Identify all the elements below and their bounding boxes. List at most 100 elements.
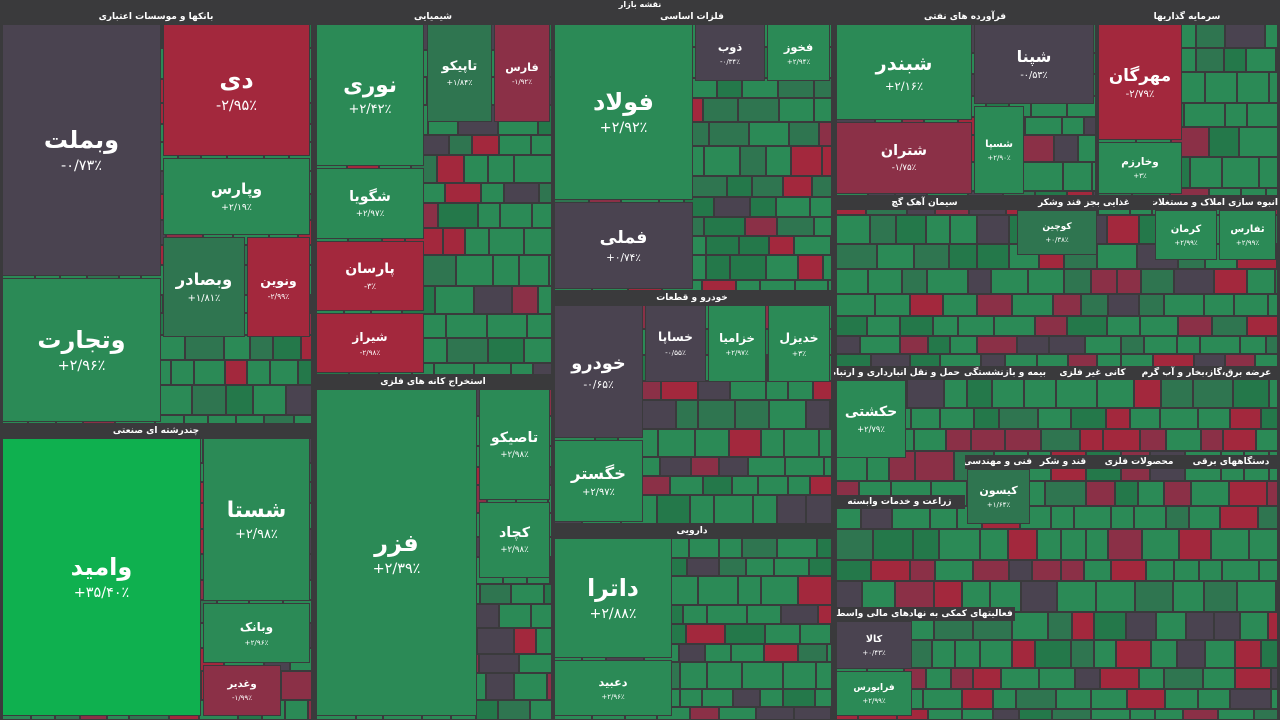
- stock-tile[interactable]: فملی +۰/۷۴٪: [554, 202, 693, 289]
- filler-tile: [1064, 269, 1091, 294]
- stock-tile[interactable]: خدیزل +۳٪: [768, 305, 830, 382]
- stock-tile[interactable]: حکشتی +۲/۷۹٪: [836, 380, 906, 458]
- filler-tile: [939, 529, 980, 560]
- filler-tile: [486, 673, 514, 700]
- filler-tile: [788, 476, 810, 495]
- stock-symbol: وغدیر: [227, 679, 257, 690]
- filler-tile: [702, 280, 736, 291]
- filler-tile: [698, 576, 738, 605]
- filler-tile: [1230, 408, 1261, 429]
- filler-tile: [746, 558, 774, 576]
- stock-tile[interactable]: کچاد +۲/۹۸٪: [479, 502, 550, 578]
- stock-tile[interactable]: وامید +۳۵/۴۰٪: [2, 438, 201, 716]
- sector-header: انبوه سازی املاک و مستغلات: [1153, 196, 1278, 210]
- filler-tile: [1116, 640, 1151, 668]
- stock-tile[interactable]: وبصادر +۱/۸۱٪: [163, 237, 245, 337]
- stock-symbol: فزر: [374, 528, 419, 557]
- stock-symbol: کوچین: [1042, 221, 1072, 232]
- filler-tile: [719, 538, 742, 558]
- stock-tile[interactable]: ثفارس +۲/۹۹٪: [1219, 210, 1276, 260]
- stock-tile[interactable]: تاصیکو +۲/۹۸٪: [479, 389, 550, 500]
- filler-tile: [777, 495, 806, 524]
- filler-tile: [1139, 294, 1164, 316]
- filler-tile: [524, 338, 552, 363]
- stock-tile[interactable]: خودرو -۰/۶۵٪: [554, 305, 643, 438]
- stock-tile[interactable]: دعبید +۲/۹۶٪: [554, 660, 672, 716]
- stock-tile[interactable]: شگویا +۲/۹۷٪: [316, 168, 424, 239]
- stock-tile[interactable]: شستا +۲/۹۸٪: [203, 438, 310, 601]
- filler-tile: [698, 400, 735, 429]
- stock-symbol: خودرو: [571, 352, 626, 374]
- filler-tile: [1177, 640, 1205, 668]
- stock-tile[interactable]: خزامیا +۲/۹۷٪: [708, 305, 766, 382]
- filler-tile: [1053, 294, 1081, 316]
- stock-tile[interactable]: نوری +۲/۴۲٪: [316, 24, 424, 166]
- stock-tile[interactable]: شتران -۱/۷۵٪: [836, 122, 972, 194]
- filler-tile: [464, 155, 488, 183]
- stock-tile[interactable]: وتجارت +۲/۹۶٪: [2, 278, 161, 422]
- filler-tile: [828, 280, 832, 291]
- stock-tile[interactable]: داترا +۲/۸۸٪: [554, 538, 672, 658]
- filler-tile: [1008, 529, 1037, 560]
- stock-tile[interactable]: شبندر +۲/۱۶٪: [836, 24, 972, 120]
- filler-tile: [514, 673, 547, 700]
- filler-tile: [225, 360, 247, 385]
- stock-tile[interactable]: مهرگان -۲/۷۹٪: [1098, 24, 1182, 140]
- stock-tile[interactable]: پارسان -۳٪: [316, 241, 424, 311]
- stock-tile[interactable]: وبملت -۰/۷۳٪: [2, 24, 161, 276]
- stock-tile[interactable]: خساپا -۰/۵۵٪: [645, 305, 706, 382]
- stock-tile[interactable]: فرابورس +۲/۹۹٪: [836, 671, 912, 716]
- stock-tile[interactable]: وخارزم +۳٪: [1098, 142, 1182, 194]
- filler-tile: [719, 707, 756, 720]
- stock-tile[interactable]: وغدیر -۱/۹۹٪: [203, 665, 281, 716]
- filler-tile: [914, 429, 946, 451]
- filler-tile: [1094, 640, 1116, 668]
- stock-change: +۲/۳۹٪: [372, 560, 421, 577]
- filler-tile: [1081, 294, 1108, 316]
- stock-tile[interactable]: فولاد +۲/۹۲٪: [554, 24, 693, 200]
- stock-tile[interactable]: شیراز -۲/۹۸٪: [316, 313, 424, 373]
- stock-symbol: کرمان: [1170, 223, 1202, 235]
- stock-tile[interactable]: کالا +۰/۴۳٪: [836, 621, 912, 669]
- stock-tile[interactable]: کیسون +۱/۶۴٪: [967, 469, 1030, 524]
- filler-tile: [928, 336, 950, 354]
- filler-tile: [1086, 481, 1115, 506]
- filler-tile: [1193, 378, 1233, 408]
- filler-tile: [1233, 378, 1269, 408]
- filler-tile: [1035, 316, 1067, 336]
- stock-symbol: خزامیا: [719, 330, 755, 345]
- page-title: نقشه بازار: [618, 0, 662, 9]
- stock-tile[interactable]: کوچین +۰/۳۸٪: [1017, 210, 1097, 255]
- filler-tile: [789, 122, 819, 146]
- filler-tile: [994, 316, 1035, 336]
- stock-tile[interactable]: خگستر +۲/۹۷٪: [554, 440, 643, 522]
- stock-tile[interactable]: فزر +۲/۳۹٪: [316, 389, 477, 716]
- stock-tile[interactable]: ونوین -۲/۹۹٪: [247, 237, 310, 337]
- stock-tile[interactable]: شسپا +۲/۹۰٪: [974, 106, 1024, 194]
- filler-tile: [951, 668, 973, 689]
- stock-tile[interactable]: ذوب -۰/۳۴٪: [695, 24, 765, 81]
- stock-tile[interactable]: فارس -۱/۹۲٪: [494, 24, 550, 122]
- filler-tile: [798, 255, 823, 280]
- stock-symbol: حکشتی: [844, 404, 898, 420]
- stock-tile[interactable]: کرمان +۲/۹۹٪: [1155, 210, 1217, 260]
- filler-tile: [1071, 408, 1106, 429]
- stock-tile[interactable]: تاپیکو +۱/۸۴٪: [427, 24, 492, 122]
- stock-tile[interactable]: دی -۲/۹۵٪: [163, 24, 310, 156]
- filler-tile: [1220, 506, 1258, 529]
- filler-tile: [902, 269, 927, 294]
- filler-tile: [687, 558, 719, 576]
- stock-tile[interactable]: شپنا -۰/۵۳٪: [974, 24, 1094, 104]
- filler-tile: [760, 689, 783, 707]
- stock-symbol: مهرگان: [1108, 64, 1172, 85]
- filler-tile: [1049, 336, 1085, 354]
- stock-tile[interactable]: فخوز +۲/۹۴٪: [767, 24, 830, 81]
- filler-tile: [544, 584, 552, 604]
- stock-tile[interactable]: وپارس +۲/۱۹٪: [163, 158, 310, 235]
- stock-tile[interactable]: وبانک +۲/۹۶٪: [203, 603, 310, 663]
- filler-tile: [814, 98, 832, 122]
- filler-tile: [742, 538, 777, 558]
- filler-tile: [660, 457, 691, 476]
- filler-tile: [785, 457, 824, 476]
- filler-tile: [895, 581, 934, 612]
